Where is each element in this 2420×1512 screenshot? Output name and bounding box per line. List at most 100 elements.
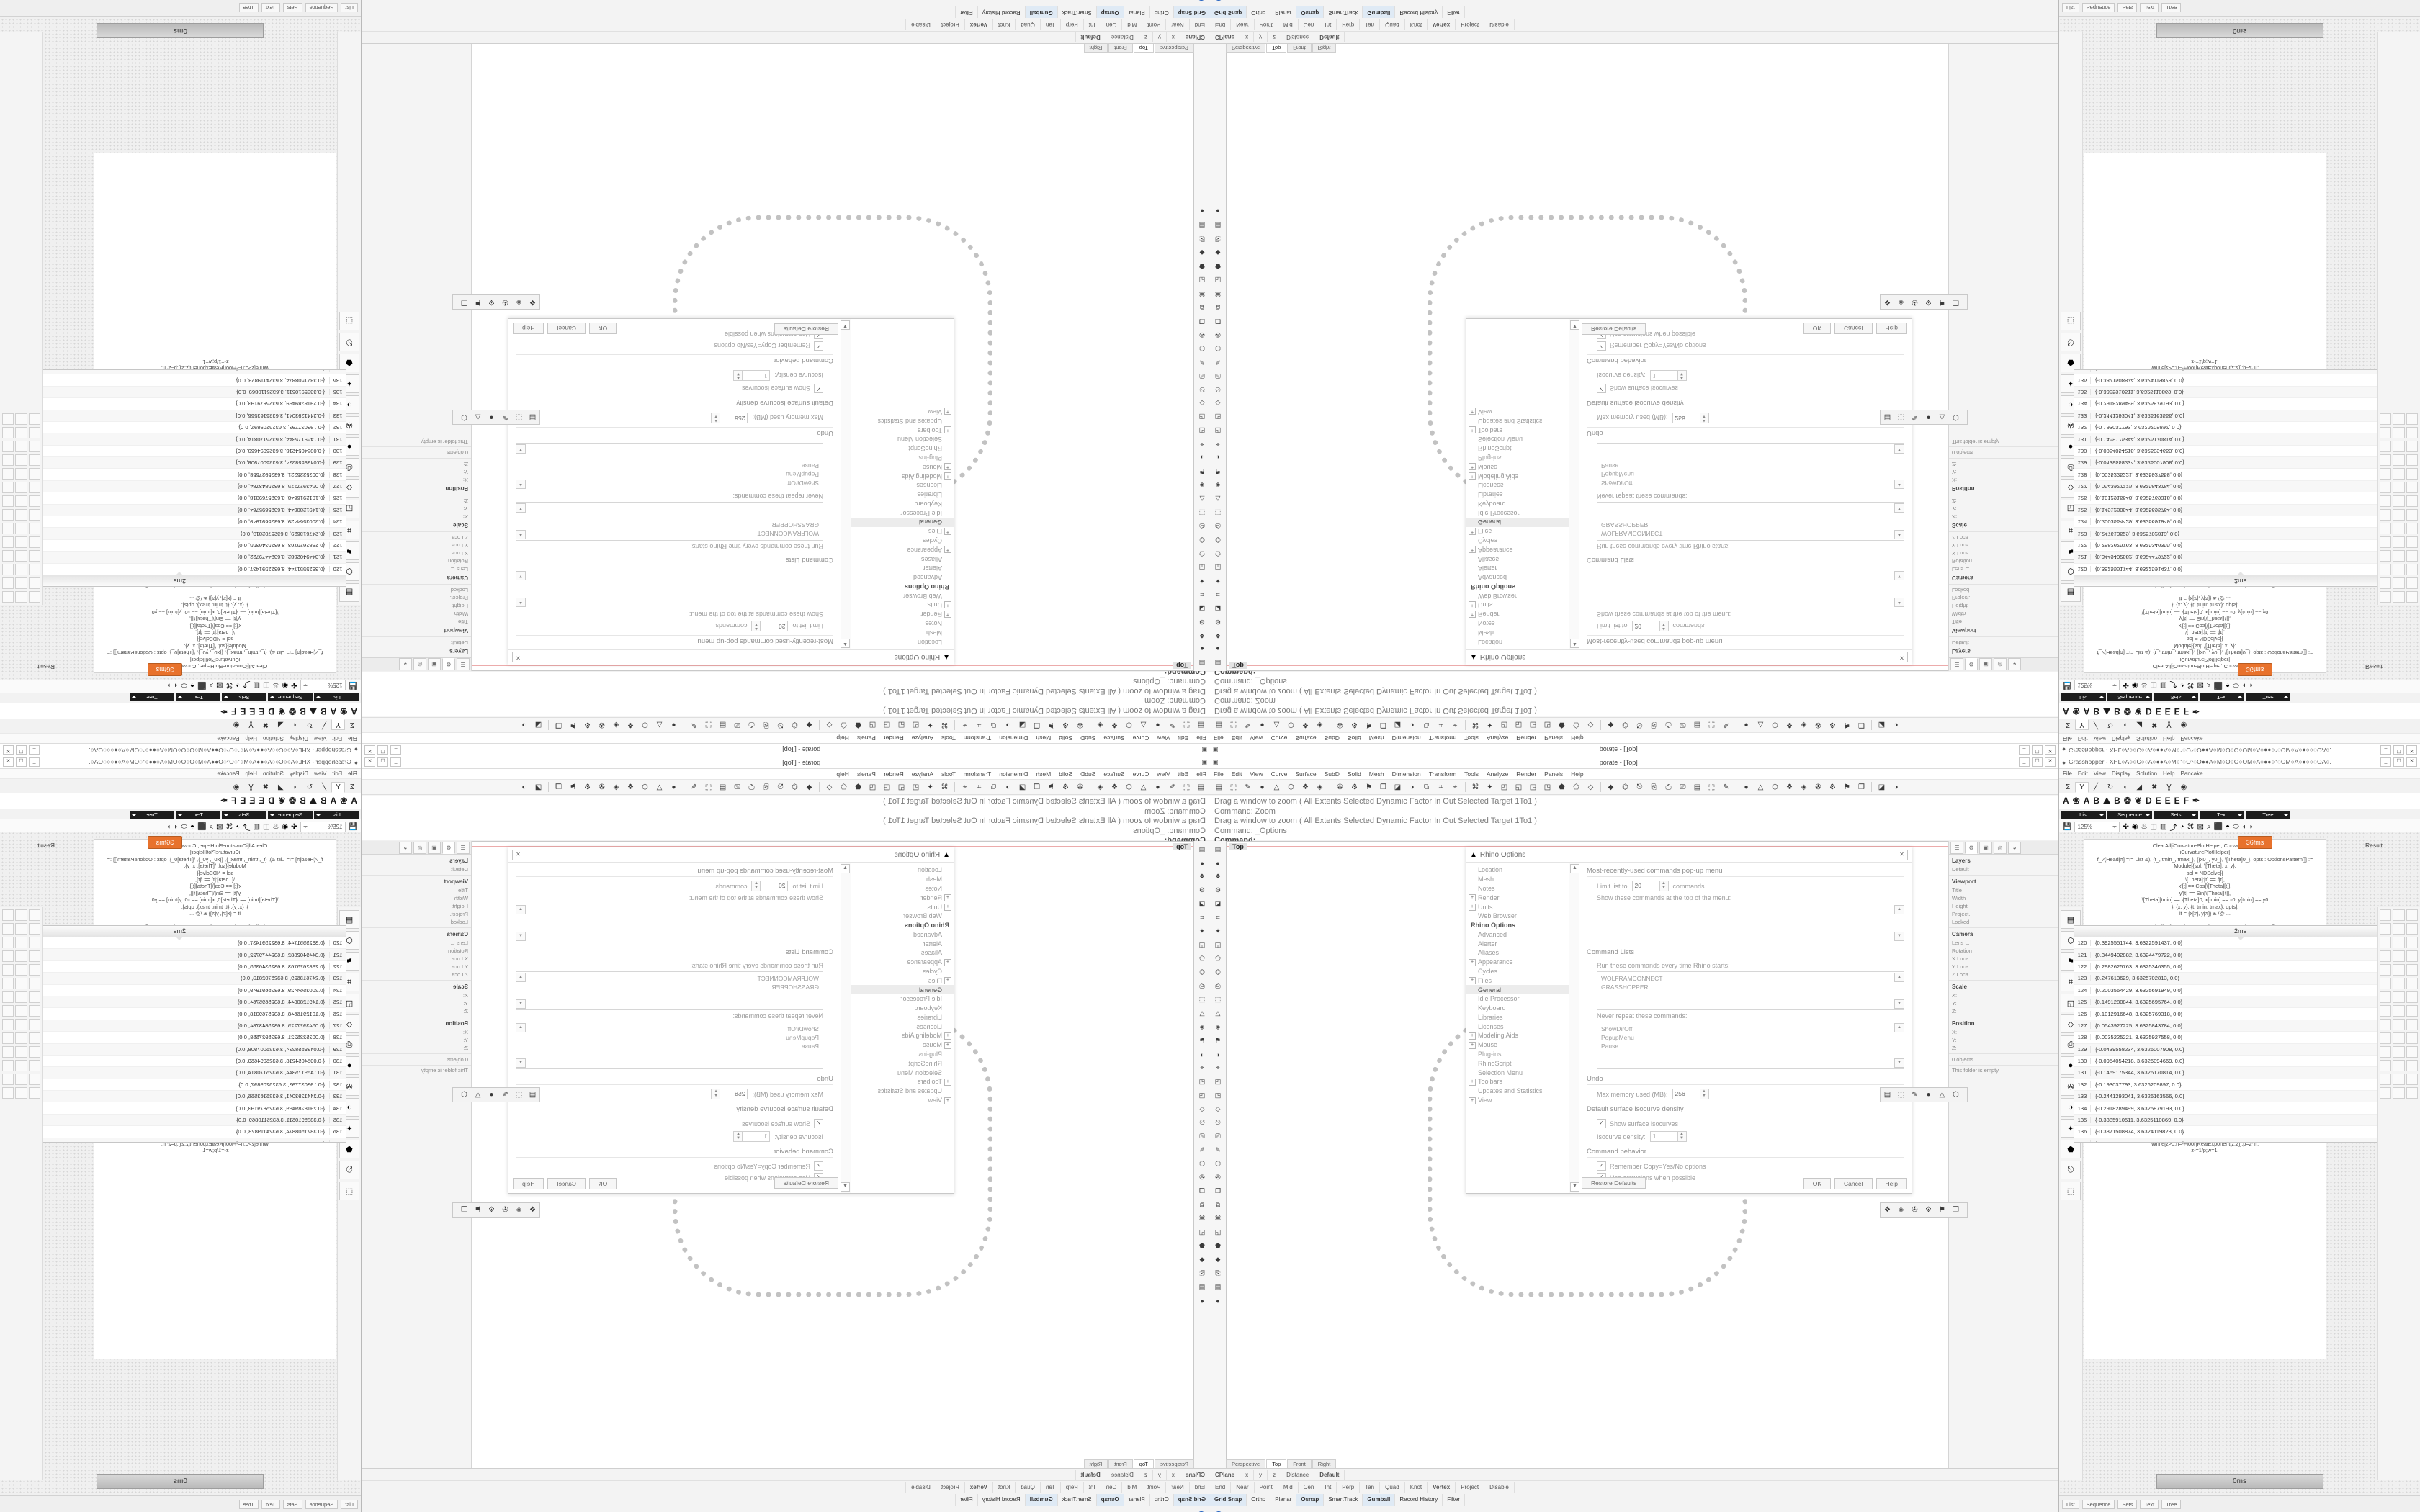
gh-rightbar-icon-5-1[interactable] (15, 523, 27, 534)
panel-tab-strip[interactable]: ☰ ⚙ ▣ ◎ ◕ (1949, 841, 2058, 855)
gh-component-icon-2[interactable]: A (330, 706, 337, 716)
gh-rightbar-icon-10-1[interactable] (15, 454, 27, 466)
toolbar-icon-33[interactable]: ⬚ (1708, 721, 1716, 729)
osnap-vertex[interactable]: Vertex (1428, 19, 1456, 31)
menu-item-panels[interactable]: Panels (1544, 770, 1564, 778)
menu-item-transform[interactable]: Transform (1428, 770, 1457, 778)
layers-icon[interactable]: ☰ (457, 841, 470, 854)
options-tree-item-render[interactable]: + Render (851, 893, 954, 902)
gh-rightbar-icon-5-1[interactable] (2393, 978, 2405, 989)
mru-limit-stepper[interactable]: ▲ ▼ (1659, 621, 1669, 631)
toolbar-icon-44[interactable]: ◪ (1878, 783, 1886, 791)
floating-toolbar-b[interactable]: ❖ ◈ ✇ ⚙ ⚑ ❐ (1880, 294, 1968, 310)
close-button[interactable]: ✕ (2045, 745, 2056, 755)
toolbar-icon-13[interactable]: ◑ (1410, 783, 1415, 791)
status-coord-cplane[interactable]: CPlane (1210, 1469, 1241, 1480)
gh-rightbar-icon-10-1[interactable] (2393, 1046, 2405, 1058)
osnap-int[interactable]: Int (1319, 19, 1337, 31)
gh-status-bar[interactable]: List Sequence Sets Text Tree (2059, 0, 2420, 17)
sidebar-tool-24[interactable]: ✇ (1215, 331, 1221, 338)
options-tree-item-modeling-aids[interactable]: + Modeling Aids (1466, 1031, 1569, 1040)
menu-item-mesh[interactable]: Mesh (1368, 770, 1384, 778)
sidebar-tool-22[interactable]: ✎ (1199, 1146, 1205, 1153)
gh-category-tree[interactable]: Tree (2246, 810, 2290, 819)
toolbar-icon-19[interactable]: ◰ (912, 783, 920, 791)
expand-icon[interactable]: + (1469, 600, 1476, 608)
gh-tab-0[interactable]: Σ (349, 783, 354, 791)
sidebar-tool-31[interactable]: ⎘ (1215, 235, 1221, 243)
table-row[interactable]: 130 {-0.0954054218, 3.6326094669, 0.0} (2074, 444, 2406, 457)
options-tree-scrollbar[interactable]: ▲ ▼ (1569, 863, 1579, 1193)
gh-tool-icon-14[interactable]: ◗ (2249, 681, 2254, 690)
isocurve-density-input[interactable]: 1 (742, 370, 771, 381)
gh-rightbar-icon-13-1[interactable] (15, 1087, 27, 1099)
gh-tool-icon-4[interactable]: ▥ (253, 681, 260, 690)
float-tool-1-5[interactable]: ❐ (1953, 1206, 1959, 1214)
gh-component-icon-12[interactable]: F (230, 706, 237, 716)
gh-minimize-button[interactable]: _ (2380, 745, 2391, 755)
options-tree-item-render[interactable]: + Render (1466, 893, 1569, 902)
toolbar-icon-39[interactable]: ◈ (1801, 783, 1807, 791)
gh-tool-icon-2[interactable]: ♨ (2141, 681, 2148, 690)
gh-tool-icon-4[interactable]: ▥ (2160, 822, 2167, 831)
mru-limit-stepper[interactable]: ▲ ▼ (1659, 881, 1669, 891)
menu-item-file[interactable]: File (1214, 734, 1224, 742)
gh-rightbar-icon-6-0[interactable] (28, 509, 40, 521)
gh-tool-icon-11[interactable]: ◓ (2226, 822, 2231, 831)
toolbar-icon-31[interactable]: ⎚ (734, 783, 740, 791)
menu-item-dimension[interactable]: Dimension (999, 734, 1028, 742)
never-item-2[interactable]: Pause (801, 1043, 819, 1050)
gh-tool-icon-10[interactable]: ⬛ (2213, 822, 2223, 831)
gh-tab-4[interactable]: ◖ (2123, 721, 2128, 729)
options-tree-item-aliases[interactable]: Aliases (1466, 554, 1569, 564)
sidebar-tool-17[interactable]: ◰ (1198, 427, 1206, 434)
gh-rightbar-icon-11-0[interactable] (2380, 1060, 2392, 1071)
status-osnap-row[interactable]: End Near Point Mid Cen Int Perp Tan Quad Knot Vert… (362, 19, 1210, 31)
gh-category-tree[interactable]: Tree (130, 810, 174, 819)
gh-status-button-text[interactable]: Text (2140, 3, 2159, 13)
gh-rightbar-icon-5-1[interactable] (15, 978, 27, 989)
options-tree-item-updates-and-statistics[interactable]: Updates and Statistics (1466, 1086, 1569, 1096)
toolbar-icon-30[interactable]: ⎙ (748, 721, 755, 729)
undo-memory-stepper[interactable]: ▲ ▼ (711, 413, 720, 423)
status-toggle-gumball[interactable]: Gumball (1024, 6, 1057, 19)
gh-menu-item-file[interactable]: File (348, 770, 357, 777)
sidebar-tool-11[interactable]: ⬚ (1214, 996, 1222, 1003)
gh-tab-6[interactable]: ✖ (262, 721, 269, 729)
float-tool-0-4[interactable]: △ (475, 1091, 481, 1099)
gh-rightbar-icon-2-1[interactable] (15, 937, 27, 948)
sidebar-tool-19[interactable]: ◇ (1215, 400, 1221, 407)
gh-rightbar-icon-0-1[interactable] (2393, 909, 2405, 921)
gh-rightbar-icon-10-0[interactable] (28, 1046, 40, 1058)
options-tree-item-view[interactable]: + View (851, 1096, 954, 1105)
gh-rightbar-icon-3-0[interactable] (28, 550, 40, 562)
options-tree-item-web-browser[interactable]: Web Browser (851, 591, 954, 600)
gh-tool-icon-7[interactable]: ⌘ (225, 681, 233, 690)
status-toggle-smarttrack[interactable]: SmartTrack (1057, 1493, 1096, 1506)
display-icon[interactable]: ▣ (428, 841, 441, 854)
toolbar-icon-21[interactable]: ◲ (1529, 721, 1537, 729)
gh-tool-icon-4[interactable]: ▥ (2160, 681, 2167, 690)
options-tree-item-updates-and-statistics[interactable]: Updates and Statistics (851, 1086, 954, 1096)
expand-icon[interactable]: + (944, 958, 951, 966)
gh-side-icon-13[interactable]: ⬚ (339, 312, 359, 330)
toolbar-icon-37[interactable]: ⬡ (1772, 721, 1778, 729)
scroll-down-icon[interactable]: ▼ (1570, 1182, 1579, 1192)
gh-side-icon-12[interactable]: ⎋ (2061, 1161, 2081, 1179)
float-tool-0-3[interactable]: ● (489, 1091, 494, 1099)
gh-rightbar-icon-6-2[interactable] (2406, 991, 2418, 1003)
gh-rightbar-icon-13-0[interactable] (28, 413, 40, 425)
table-row[interactable]: 127 {0.0543927225, 3.6325843784, 0.0} (2074, 480, 2406, 492)
table-row[interactable]: 123 {0.247613629, 3.6325702813, 0.0} (2074, 973, 2406, 985)
viewport-label[interactable]: Top (1173, 843, 1191, 850)
gh-data-grid[interactable]: 2ms 120 {0.3925551744, 3.6322591437, 0.0}… (13, 369, 346, 587)
floating-toolbar-a[interactable]: ▤ ⬚ ✎ ● △ ⬡ (1880, 1087, 1968, 1102)
render-icon[interactable]: ◕ (399, 658, 412, 671)
gh-rightbar-icon-0-0[interactable] (2380, 909, 2392, 921)
sidebar-tool-29[interactable]: ⬟ (1215, 263, 1221, 270)
float-tool-0-1[interactable]: ⬚ (1897, 1091, 1905, 1099)
menu-item-curve[interactable]: Curve (1270, 770, 1288, 778)
panel-tab-strip[interactable]: ☰ ⚙ ▣ ◎ ◕ (362, 841, 471, 855)
options-tree-item-alerter[interactable]: Alerter (1466, 939, 1569, 948)
gh-status-button-text[interactable]: Text (2140, 1499, 2159, 1509)
